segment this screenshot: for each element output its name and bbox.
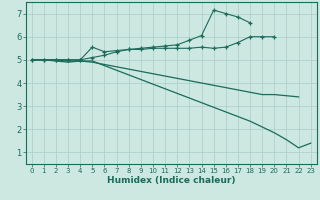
X-axis label: Humidex (Indice chaleur): Humidex (Indice chaleur) (107, 176, 236, 185)
